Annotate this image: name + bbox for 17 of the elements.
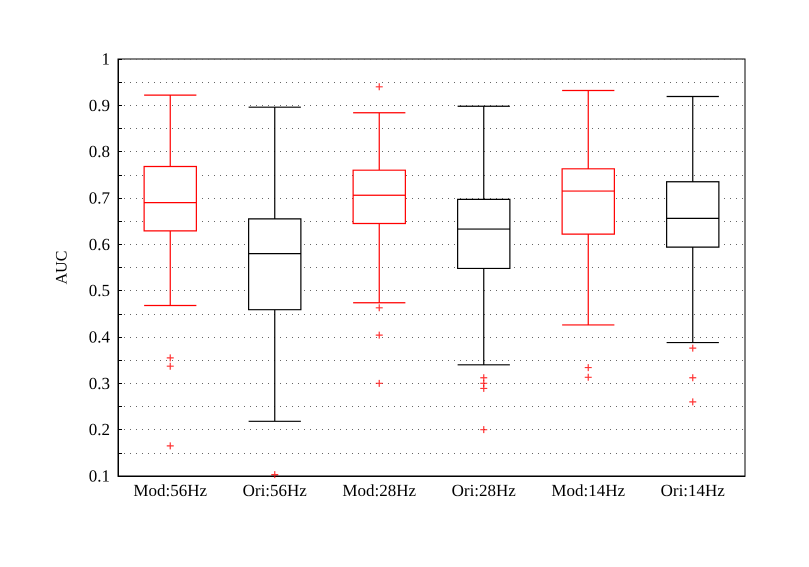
y-axis-title: AUC	[54, 250, 70, 284]
x-tick-label: Ori:28Hz	[452, 481, 516, 500]
y-tick-label: 0.8	[88, 142, 110, 162]
x-tick-label: Mod:56Hz	[133, 481, 208, 500]
y-tick-label: 1	[102, 50, 110, 68]
y-tick-label: 0.9	[88, 96, 110, 115]
y-tick-label: 0.1	[88, 466, 110, 486]
x-tick-label: Ori:14Hz	[660, 481, 726, 500]
x-tick-label: Ori:56Hz	[242, 481, 308, 500]
y-tick-label: 0.5	[88, 281, 110, 300]
x-tick-label: Mod:28Hz	[342, 481, 417, 500]
y-tick-label: 0.3	[88, 374, 110, 393]
x-tick-label: Mod:14Hz	[551, 481, 626, 500]
y-tick-label: 0.2	[88, 420, 110, 440]
y-tick-label: 0.7	[88, 188, 110, 208]
y-tick-label: 0.4	[88, 328, 110, 346]
y-tick-label: 0.6	[88, 234, 110, 254]
